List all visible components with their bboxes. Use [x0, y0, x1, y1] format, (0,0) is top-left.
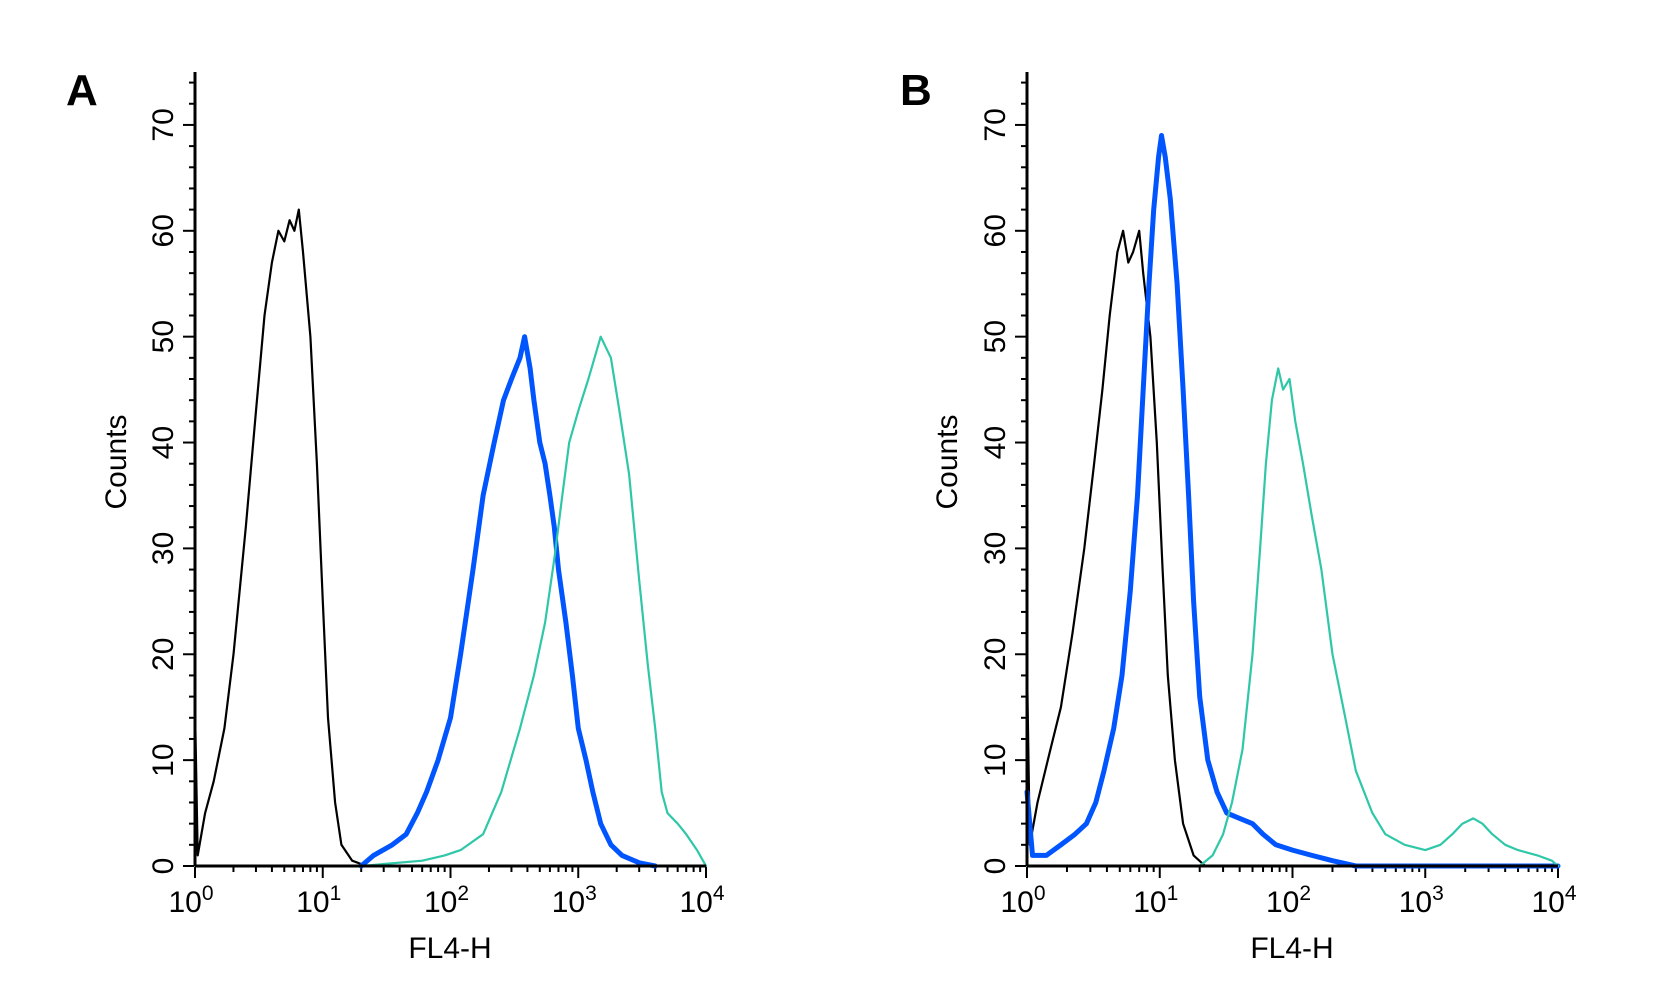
panel-b-series-line-2: [1024, 133, 1561, 869]
panel-a-series-line-3: [193, 335, 708, 868]
panel-b-y-tick-label: 60: [979, 214, 1012, 247]
panel-b-y-tick-label: 50: [979, 320, 1012, 353]
panel-b-y-axis-title: Counts: [931, 414, 964, 509]
panel-b-x-tick-label: 100: [1000, 882, 1045, 919]
panel-a-y-tick-label: 20: [147, 638, 180, 671]
panel-a-letter: A: [66, 66, 98, 115]
panel-b-y-tick-label: 70: [979, 108, 1012, 141]
panel-b-x-axis-title: FL4-H: [1250, 932, 1333, 965]
panel-b-x-tick-label: 102: [1266, 882, 1311, 919]
panel-a-x-ticks: 100 101 102 103 104: [168, 866, 725, 919]
panel-a-y-tick-label: 50: [147, 320, 180, 353]
panel-b-series: [1024, 133, 1561, 869]
panel-b-y-tick-label: 20: [979, 638, 1012, 671]
panel-a-x-tick-label: 103: [552, 882, 597, 919]
panel-a-y-tick-label: 60: [147, 214, 180, 247]
panel-a-y-tick-label: 40: [147, 426, 180, 459]
panel-a-series-line-2: [358, 334, 658, 869]
panel-a-x-tick-label: 102: [424, 882, 469, 919]
panel-a-y-tick-label: 0: [147, 858, 180, 875]
panel-a-y-tick-label: 70: [147, 108, 180, 141]
panel-b-x-tick-label: 103: [1399, 882, 1444, 919]
panel-a-x-axis-title: FL4-H: [408, 932, 491, 965]
panel-b-series-line-3: [1025, 367, 1560, 868]
panel-b-letter: B: [900, 66, 932, 115]
panel-a-series: [193, 208, 708, 869]
panel-b-y-tick-label: 0: [979, 858, 1012, 875]
panel-b-y-tick-label: 40: [979, 426, 1012, 459]
panel-b-x-ticks: 100 101 102 103 104: [1000, 866, 1577, 919]
panel-a-y-axis-title: Counts: [100, 414, 133, 509]
panel-b-y-tick-label: 10: [979, 743, 1012, 776]
panel-b-series-line-1: [1025, 229, 1560, 868]
panel-b-x-tick-label: 101: [1133, 882, 1178, 919]
panel-a-x-tick-label: 104: [679, 882, 724, 919]
panel-b-y-tick-label: 30: [979, 532, 1012, 565]
panel-a: A Counts FL4-H 0 10 20 30 40 50 60 70 100 101 102…: [66, 66, 725, 965]
panel-a-series-line-1: [193, 208, 708, 868]
panel-a-x-tick-label: 100: [168, 882, 213, 919]
panel-a-y-ticks: 0 10 20 30 40 50 60 70: [147, 81, 195, 875]
panel-a-y-tick-label: 30: [147, 532, 180, 565]
panel-a-x-tick-label: 101: [296, 882, 341, 919]
panel-b-y-ticks: 0 10 20 30 40 50 60 70: [979, 81, 1027, 875]
panel-b: B Counts FL4-H 0 10 20 30 40 50 60 70 100 101 102…: [900, 66, 1577, 965]
panel-a-y-tick-label: 10: [147, 743, 180, 776]
panel-b-x-tick-label: 104: [1531, 882, 1576, 919]
